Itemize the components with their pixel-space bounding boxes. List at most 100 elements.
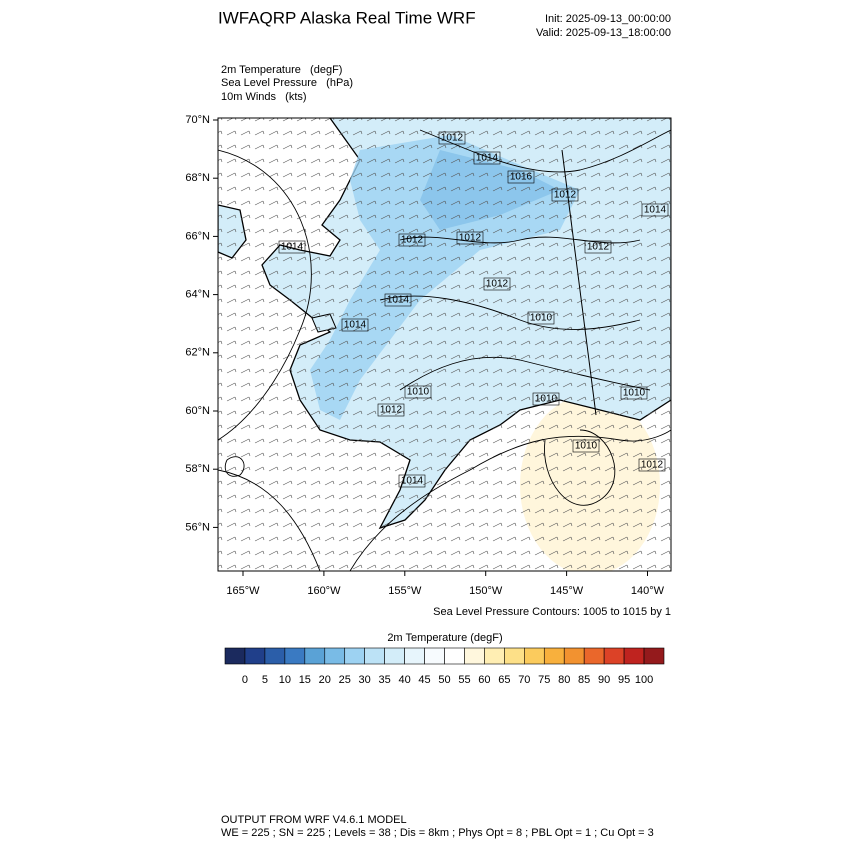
pressure-contours	[218, 129, 671, 571]
contour-label-box	[620, 386, 648, 400]
contour-label-box	[404, 385, 432, 399]
contour-label-box	[341, 318, 369, 332]
colorbar-tick-label: 45	[418, 674, 430, 686]
contour-label: 1014	[644, 205, 667, 216]
colorbar-title: 2m Temperature (degF)	[387, 632, 502, 644]
contour-label-box	[473, 151, 501, 165]
contour-label-box	[398, 474, 426, 488]
wind-barbs	[218, 118, 671, 571]
colorbar-tick-label: 90	[598, 674, 610, 686]
lon-tick-label: 150°W	[469, 585, 503, 597]
colorbar-tick-label: 5	[262, 674, 268, 686]
map-area	[218, 118, 671, 571]
colorbar-box	[563, 647, 585, 665]
lat-tick-label: 62°N	[185, 347, 210, 359]
contour-label-box	[551, 188, 579, 202]
colorbar-box	[504, 647, 525, 665]
lat-tick-label: 58°N	[185, 463, 210, 475]
footer: OUTPUT FROM WRF V4.6.1 MODEL	[221, 814, 407, 826]
contour-label: 1014	[476, 153, 499, 164]
colorbar-box	[484, 647, 505, 665]
contour-label: 1012	[459, 233, 482, 244]
contour-label-box	[572, 439, 600, 453]
contour-label: 1012	[441, 133, 464, 144]
lat-tick-label: 60°N	[185, 405, 210, 417]
lon-tick-label: 165°W	[226, 585, 260, 597]
colorbar-tick-label: 85	[578, 674, 590, 686]
contour-label-box	[527, 311, 555, 325]
colorbar-box	[524, 647, 545, 665]
contour-label: 1012	[587, 242, 610, 253]
colorbar-box	[244, 647, 266, 665]
lat-tick-label: 68°N	[185, 172, 210, 184]
colorbar-box	[304, 647, 326, 665]
lon-tick-label: 155°W	[388, 585, 422, 597]
colorbar-box	[264, 647, 286, 665]
contour-label: 1012	[401, 235, 424, 246]
contour-label: 1010	[530, 313, 553, 324]
colorbar-tick-label: 100	[635, 674, 653, 686]
lat-tick-label: 64°N	[185, 289, 210, 301]
colorbar-tick-label: 20	[319, 674, 331, 686]
field-label: 2m Temperature (degF)	[221, 64, 342, 76]
lon-tick-label: 140°W	[631, 585, 665, 597]
colorbar-tick-label: 55	[458, 674, 470, 686]
contour-label-box	[384, 293, 412, 307]
contour-label-box	[532, 392, 560, 406]
contour-label-box	[638, 458, 666, 472]
contour-label-box	[377, 403, 405, 417]
colorbar-tick-label: 10	[279, 674, 291, 686]
contour-label: 1010	[575, 441, 598, 452]
footer: WE = 225 ; SN = 225 ; Levels = 38 ; Dis …	[221, 827, 654, 839]
colorbar-box	[583, 647, 605, 665]
contour-label-box	[278, 240, 306, 254]
contour-label-box	[456, 231, 484, 245]
contour-label: 1016	[510, 172, 533, 183]
contour-label-box	[398, 233, 426, 247]
colorbar-tick-label: 95	[618, 674, 630, 686]
contour-label-box	[584, 240, 612, 254]
colorbar-box	[224, 647, 246, 665]
valid-time: Valid: 2025-09-13_18:00:00	[536, 27, 671, 39]
colorbar-box	[464, 647, 485, 665]
contour-label: 1010	[623, 388, 646, 399]
contour-label: 1010	[407, 387, 430, 398]
colorbar-box	[623, 647, 645, 665]
border	[561, 149, 597, 416]
field-label: 10m Winds (kts)	[221, 91, 307, 103]
colorbar-box	[364, 647, 385, 665]
lon-tick-label: 160°W	[307, 585, 341, 597]
contour-label: 1012	[641, 460, 664, 471]
colorbar-tick-label: 30	[359, 674, 371, 686]
contour-label: 1012	[554, 190, 577, 201]
colorbar-tick-label: 35	[379, 674, 391, 686]
colorbar-tick-label: 40	[398, 674, 410, 686]
colorbar-box	[603, 647, 625, 665]
map-frame	[217, 117, 672, 572]
contour-label: 1012	[486, 279, 509, 290]
colorbar-tick-label: 25	[339, 674, 351, 686]
contour-label: 1014	[344, 320, 367, 331]
contour-label: 1014	[281, 242, 304, 253]
contour-label-box	[483, 277, 511, 291]
colorbar-box	[344, 647, 365, 665]
contour-label: 1014	[387, 295, 410, 306]
colorbar-box	[404, 647, 425, 665]
contour-label-box	[438, 131, 466, 145]
colorbar-tick-label: 50	[438, 674, 450, 686]
colorbar-box	[284, 647, 306, 665]
colorbar-tick-label: 60	[478, 674, 490, 686]
contour-label-box	[507, 170, 535, 184]
lat-tick-label: 66°N	[185, 230, 210, 242]
colorbar-tick-label: 75	[538, 674, 550, 686]
contour-note: Sea Level Pressure Contours: 1005 to 101…	[433, 606, 671, 618]
init-time: Init: 2025-09-13_00:00:00	[545, 13, 671, 25]
lat-tick-label: 56°N	[185, 521, 210, 533]
colorbar-tick-label: 70	[518, 674, 530, 686]
contour-label: 1014	[401, 476, 424, 487]
field-label: Sea Level Pressure (hPa)	[221, 77, 353, 89]
contour-label: 1010	[535, 394, 558, 405]
colorbar-box	[424, 647, 445, 665]
colorbar-tick-label: 15	[299, 674, 311, 686]
colorbar-tick-label: 0	[242, 674, 248, 686]
